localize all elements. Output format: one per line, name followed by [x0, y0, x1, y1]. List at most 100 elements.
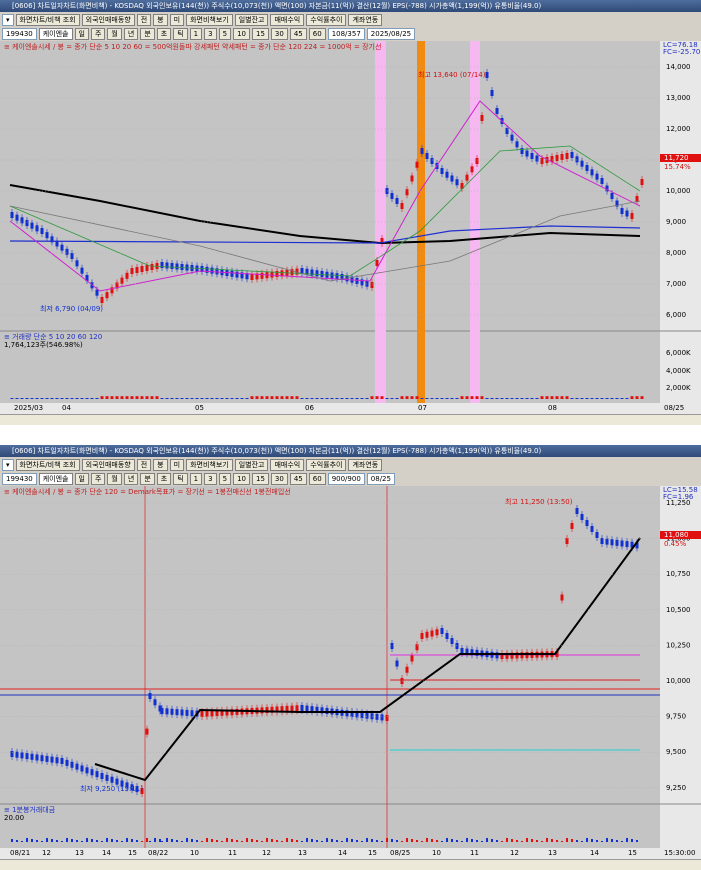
toolbar-button[interactable]: 미 [169, 13, 185, 26]
toolbar-button[interactable]: 화면차트/비책 조회 [15, 458, 80, 471]
toolbar-button[interactable]: 미 [169, 458, 185, 471]
volume-bar [286, 838, 288, 842]
title-bar: [0606] 차트일자차트(화면비책) - KOSDAQ 외국인보유(144(천… [0, 445, 701, 457]
period-button[interactable]: 45 [289, 472, 307, 485]
candle [420, 633, 424, 639]
period-button[interactable]: 15 [252, 27, 269, 40]
toolbar-button[interactable]: 계좌연동 [348, 458, 383, 471]
candle [20, 217, 24, 224]
period-button[interactable]: 30 [270, 472, 288, 485]
candle [40, 228, 44, 234]
volume-bar [596, 840, 598, 842]
stock-code[interactable]: 199430 [2, 27, 37, 40]
x-tick-label: 12 [262, 849, 271, 857]
period-button[interactable]: 3 [204, 27, 217, 40]
period-button[interactable]: 분 [140, 27, 155, 40]
candle [360, 279, 364, 286]
period-button[interactable]: 10 [233, 472, 250, 485]
toolbar-button[interactable]: 봉 [153, 458, 168, 471]
candle [310, 706, 314, 713]
toolbar-button[interactable]: 일별잔고 [234, 458, 269, 471]
volume-bar [65, 398, 69, 399]
toolbar-button[interactable]: 화면비책보기 [186, 13, 233, 26]
toolbar-button[interactable]: 전 [136, 13, 152, 26]
toolbar-button[interactable]: 계좌연동 [348, 13, 383, 26]
period-button[interactable]: 5 [218, 27, 232, 40]
toolbar-button[interactable]: 전 [136, 458, 152, 471]
period-button[interactable]: 10 [233, 27, 250, 40]
toolbar-button[interactable]: 일별잔고 [234, 13, 269, 26]
period-button[interactable]: 틱 [173, 27, 188, 40]
stock-code[interactable]: 199430 [2, 472, 37, 485]
period-button[interactable]: 틱 [173, 472, 188, 485]
period-button[interactable]: 초 [156, 27, 172, 40]
period-button[interactable]: 초 [156, 472, 172, 485]
stock-name[interactable]: 케이엔솔 [38, 472, 73, 485]
candle [280, 706, 284, 713]
candle [580, 160, 584, 167]
volume-bar [146, 838, 148, 842]
count-box[interactable]: 108/357 [327, 27, 365, 40]
period-button[interactable]: 30 [270, 27, 288, 40]
stock-name[interactable]: 케이엔솔 [38, 27, 73, 40]
scrollbar[interactable] [0, 414, 701, 425]
period-button[interactable]: 년 [123, 27, 139, 40]
period-button[interactable]: 일 [74, 27, 89, 40]
volume-bar [311, 839, 313, 842]
count-box[interactable]: 900/900 [327, 472, 365, 485]
period-button[interactable]: 60 [308, 27, 326, 40]
period-button[interactable]: 45 [289, 27, 307, 40]
volume-bar [196, 840, 198, 842]
period-button[interactable]: 주 [90, 27, 106, 40]
date-box[interactable]: 08/25 [366, 472, 395, 485]
change-label: 15.74% [664, 163, 691, 171]
period-button[interactable]: 일 [74, 472, 89, 485]
y-tick-label: 14,000 [666, 63, 691, 71]
volume-bar [386, 838, 388, 842]
candle [215, 268, 219, 275]
toolbar: ▾ 화면차트/비책 조회 외국인매매동향 전 봉 미 화면비책보기 일별잔고 매매수익 수익률추이… [0, 13, 701, 26]
toolbar-button[interactable]: 봉 [153, 13, 168, 26]
volume-bar [10, 398, 14, 399]
chart: ≡ 케이엔솔시세 / 봉 = 종가 단순 5 10 20 60 = 500억원돌… [0, 41, 701, 414]
period-button[interactable]: 1 [189, 27, 203, 40]
price-tag [660, 154, 701, 162]
period-button[interactable]: 월 [107, 472, 122, 485]
toolbar-button[interactable]: 수익률추이 [306, 458, 347, 471]
candle [430, 630, 434, 637]
candle [620, 208, 624, 214]
toolbar-button[interactable]: 수익률추이 [306, 13, 347, 26]
candle [490, 90, 494, 96]
toolbar-button[interactable]: 화면차트/비책 조회 [15, 13, 80, 26]
candle [440, 168, 444, 174]
toolbar-button[interactable]: 외국인매매동향 [81, 13, 135, 26]
period-button[interactable]: 3 [204, 472, 217, 485]
volume-bar [516, 840, 518, 842]
candle [405, 189, 409, 196]
volume-bar [595, 398, 599, 399]
toolbar-button[interactable]: 매매수익 [270, 458, 305, 471]
period-button[interactable]: 분 [140, 472, 155, 485]
volume-bar [270, 396, 274, 399]
candle [475, 649, 479, 656]
toolbar-button[interactable]: 외국인매매동향 [81, 458, 135, 471]
period-button[interactable]: 15 [252, 472, 269, 485]
volume-bar [625, 398, 629, 399]
period-button[interactable]: 1 [189, 472, 203, 485]
date-box[interactable]: 2025/08/25 [366, 27, 416, 40]
candle [535, 155, 539, 162]
period-button[interactable]: 년 [123, 472, 139, 485]
toolbar-button[interactable]: 화면비책보기 [186, 458, 233, 471]
moving-average [9, 145, 641, 277]
candle [105, 292, 109, 299]
period-button[interactable]: 주 [90, 472, 106, 485]
period-button[interactable]: 5 [218, 472, 232, 485]
toolbar-button[interactable]: 매매수익 [270, 13, 305, 26]
candle [165, 262, 169, 269]
period-button[interactable]: 60 [308, 472, 326, 485]
candle [620, 540, 624, 547]
period-button[interactable]: 월 [107, 27, 122, 40]
candle [140, 266, 144, 272]
volume-bar [231, 839, 233, 842]
scrollbar[interactable] [0, 859, 701, 870]
